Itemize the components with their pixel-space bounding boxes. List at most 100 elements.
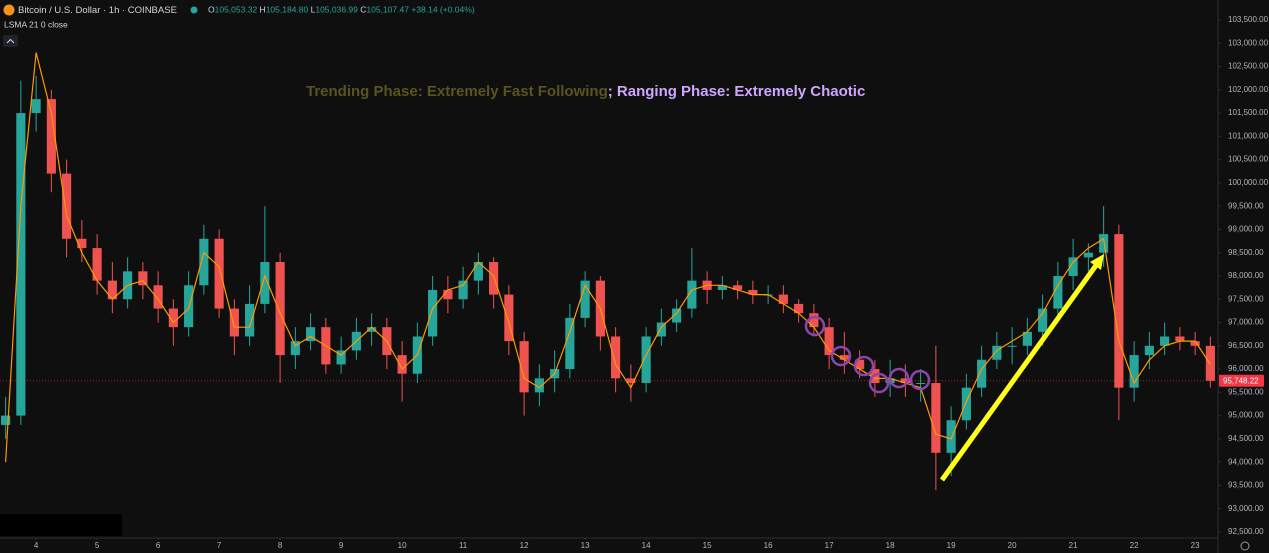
candle-body — [77, 238, 87, 249]
y-tick-label: 98,500.00 — [1228, 248, 1264, 257]
candle-body — [443, 289, 453, 300]
candle-body — [46, 99, 56, 174]
candle-body — [1144, 345, 1154, 356]
x-tick-label: 22 — [1130, 541, 1139, 550]
bitcoin-icon — [3, 4, 15, 16]
candle-body — [916, 383, 926, 385]
plot: 92,500.00 93,000.00 93,500.00 94,000.00 94,5… — [0, 15, 1269, 550]
candle-body — [214, 238, 224, 309]
y-tick-label: 100,500.00 — [1228, 155, 1269, 164]
candle-body — [168, 308, 178, 328]
candle-body — [1007, 345, 1017, 347]
candle-body — [1038, 308, 1048, 332]
candle-body — [489, 262, 499, 295]
collapse-button[interactable] — [3, 35, 18, 47]
y-tick-label: 94,500.00 — [1228, 434, 1264, 443]
indicator-legend: LSMA 21 0 close — [4, 19, 68, 29]
ohlc-value: 105,107.47 — [366, 5, 409, 15]
candle-body — [1160, 336, 1170, 346]
x-tick-label: 5 — [95, 541, 100, 550]
x-tick-label: 8 — [278, 541, 283, 550]
candle-body — [1129, 355, 1139, 388]
x-tick-label: 20 — [1008, 541, 1017, 550]
candle-body — [672, 308, 682, 323]
y-tick-label: 93,500.00 — [1228, 481, 1264, 490]
y-tick-label: 97,000.00 — [1228, 318, 1264, 327]
candle-body — [961, 387, 971, 421]
candle-body — [31, 99, 41, 114]
candle-body — [138, 271, 148, 286]
candle-body — [458, 280, 468, 300]
y-tick-label: 93,000.00 — [1228, 504, 1264, 513]
candle-body — [611, 336, 621, 379]
candle-body — [794, 303, 804, 314]
x-tick-label: 10 — [398, 541, 407, 550]
candle-body — [824, 327, 834, 356]
candle-body — [16, 113, 26, 416]
candle-body — [717, 285, 727, 290]
candle-body — [229, 308, 239, 337]
x-tick-label: 18 — [886, 541, 895, 550]
candle-body — [107, 280, 117, 300]
hidden-box — [0, 514, 122, 536]
candle-body — [1, 415, 11, 425]
candle-body — [687, 280, 697, 309]
y-tick-label: 96,500.00 — [1228, 341, 1264, 350]
x-tick-label: 6 — [156, 541, 161, 550]
collapse-icon — [6, 38, 15, 44]
candle-body — [397, 355, 407, 374]
y-tick-label: 95,000.00 — [1228, 411, 1264, 420]
x-tick-label: 4 — [34, 541, 39, 550]
marker-circle — [888, 367, 910, 389]
candle-body — [1114, 234, 1124, 388]
candle-body — [580, 280, 590, 318]
marker-circle — [909, 369, 931, 391]
candle-body — [778, 294, 788, 304]
y-tick-label: 95,500.00 — [1228, 387, 1264, 396]
y-tick-label: 92,500.00 — [1228, 527, 1264, 536]
x-tick-label: 12 — [520, 541, 529, 550]
change: +38.14 (+0.04%) — [411, 5, 474, 15]
y-tick-label: 102,000.00 — [1228, 85, 1269, 94]
candle-body — [534, 378, 544, 393]
annotation-trending: Trending Phase: Extremely Fast Following — [306, 83, 608, 100]
candle-body — [92, 248, 102, 281]
x-tick-label: 17 — [825, 541, 834, 550]
x-tick-label: 21 — [1069, 541, 1078, 550]
candle-body — [1205, 345, 1215, 381]
candle-body — [245, 303, 255, 337]
candle-body — [519, 341, 529, 393]
candle-body — [733, 285, 743, 290]
y-tick-label: 103,500.00 — [1228, 15, 1269, 24]
y-tick-label: 99,000.00 — [1228, 225, 1264, 234]
candle-body — [306, 327, 316, 342]
candle-body — [977, 359, 987, 388]
candle-body — [260, 262, 270, 304]
candle-body — [1099, 234, 1109, 253]
candle-body — [62, 173, 72, 239]
range-markers — [804, 315, 931, 394]
candle-body — [946, 420, 956, 453]
lsma-line — [5, 52, 1211, 463]
y-tick-label: 101,500.00 — [1228, 108, 1269, 117]
marker-circle — [830, 345, 852, 367]
marker-circle — [853, 355, 875, 377]
candle-body — [748, 289, 758, 295]
annotation: Trending Phase: Extremely Fast Following… — [306, 83, 865, 100]
settings-icon[interactable] — [1240, 541, 1250, 551]
marker-circle — [868, 372, 890, 394]
ohlc-key: O — [208, 5, 215, 15]
y-tick-label: 101,000.00 — [1228, 131, 1269, 140]
y-tick-label: 102,500.00 — [1228, 62, 1269, 71]
annotation-ranging: ; Ranging Phase: Extremely Chaotic — [608, 83, 866, 100]
ohlc-value: 105,036.99 — [315, 5, 358, 15]
candle-body — [1083, 252, 1093, 258]
candle-body — [992, 345, 1002, 360]
candle-body — [641, 336, 651, 384]
y-tick-label: 103,000.00 — [1228, 38, 1269, 47]
trend-arrow — [939, 262, 1100, 482]
candle-body — [1068, 257, 1078, 276]
ohlc-key: L — [311, 5, 316, 15]
